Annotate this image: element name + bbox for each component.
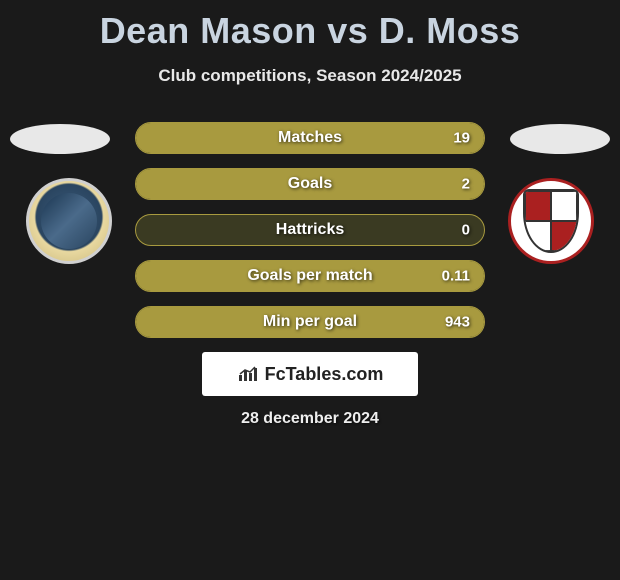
stat-value: 19 xyxy=(453,130,470,147)
date-label: 28 december 2024 xyxy=(241,410,379,428)
stat-value: 943 xyxy=(445,314,470,331)
shield-icon xyxy=(523,189,579,253)
stat-label: Matches xyxy=(278,129,342,147)
stat-label: Goals xyxy=(288,175,332,193)
stat-value: 0.11 xyxy=(442,268,470,285)
stats-container: Matches 19 Goals 2 Hattricks 0 Goals per match… xyxy=(135,122,485,338)
stat-row: Goals 2 xyxy=(135,168,485,200)
stat-label: Min per goal xyxy=(263,313,357,331)
stat-row: Hattricks 0 xyxy=(135,214,485,246)
page-title: Dean Mason vs D. Moss xyxy=(0,0,620,52)
stat-value: 2 xyxy=(462,176,470,193)
club-badge-left xyxy=(26,178,112,264)
player-photo-left xyxy=(10,124,110,154)
stat-row: Min per goal 943 xyxy=(135,306,485,338)
stat-row: Goals per match 0.11 xyxy=(135,260,485,292)
chart-icon xyxy=(237,365,259,383)
stat-label: Goals per match xyxy=(247,267,372,285)
brand-logo[interactable]: FcTables.com xyxy=(202,352,418,396)
subtitle: Club competitions, Season 2024/2025 xyxy=(0,66,620,86)
club-badge-right xyxy=(508,178,594,264)
stat-row: Matches 19 xyxy=(135,122,485,154)
stat-label: Hattricks xyxy=(276,221,344,239)
stat-value: 0 xyxy=(462,222,470,239)
player-photo-right xyxy=(510,124,610,154)
brand-name: FcTables.com xyxy=(265,364,384,385)
